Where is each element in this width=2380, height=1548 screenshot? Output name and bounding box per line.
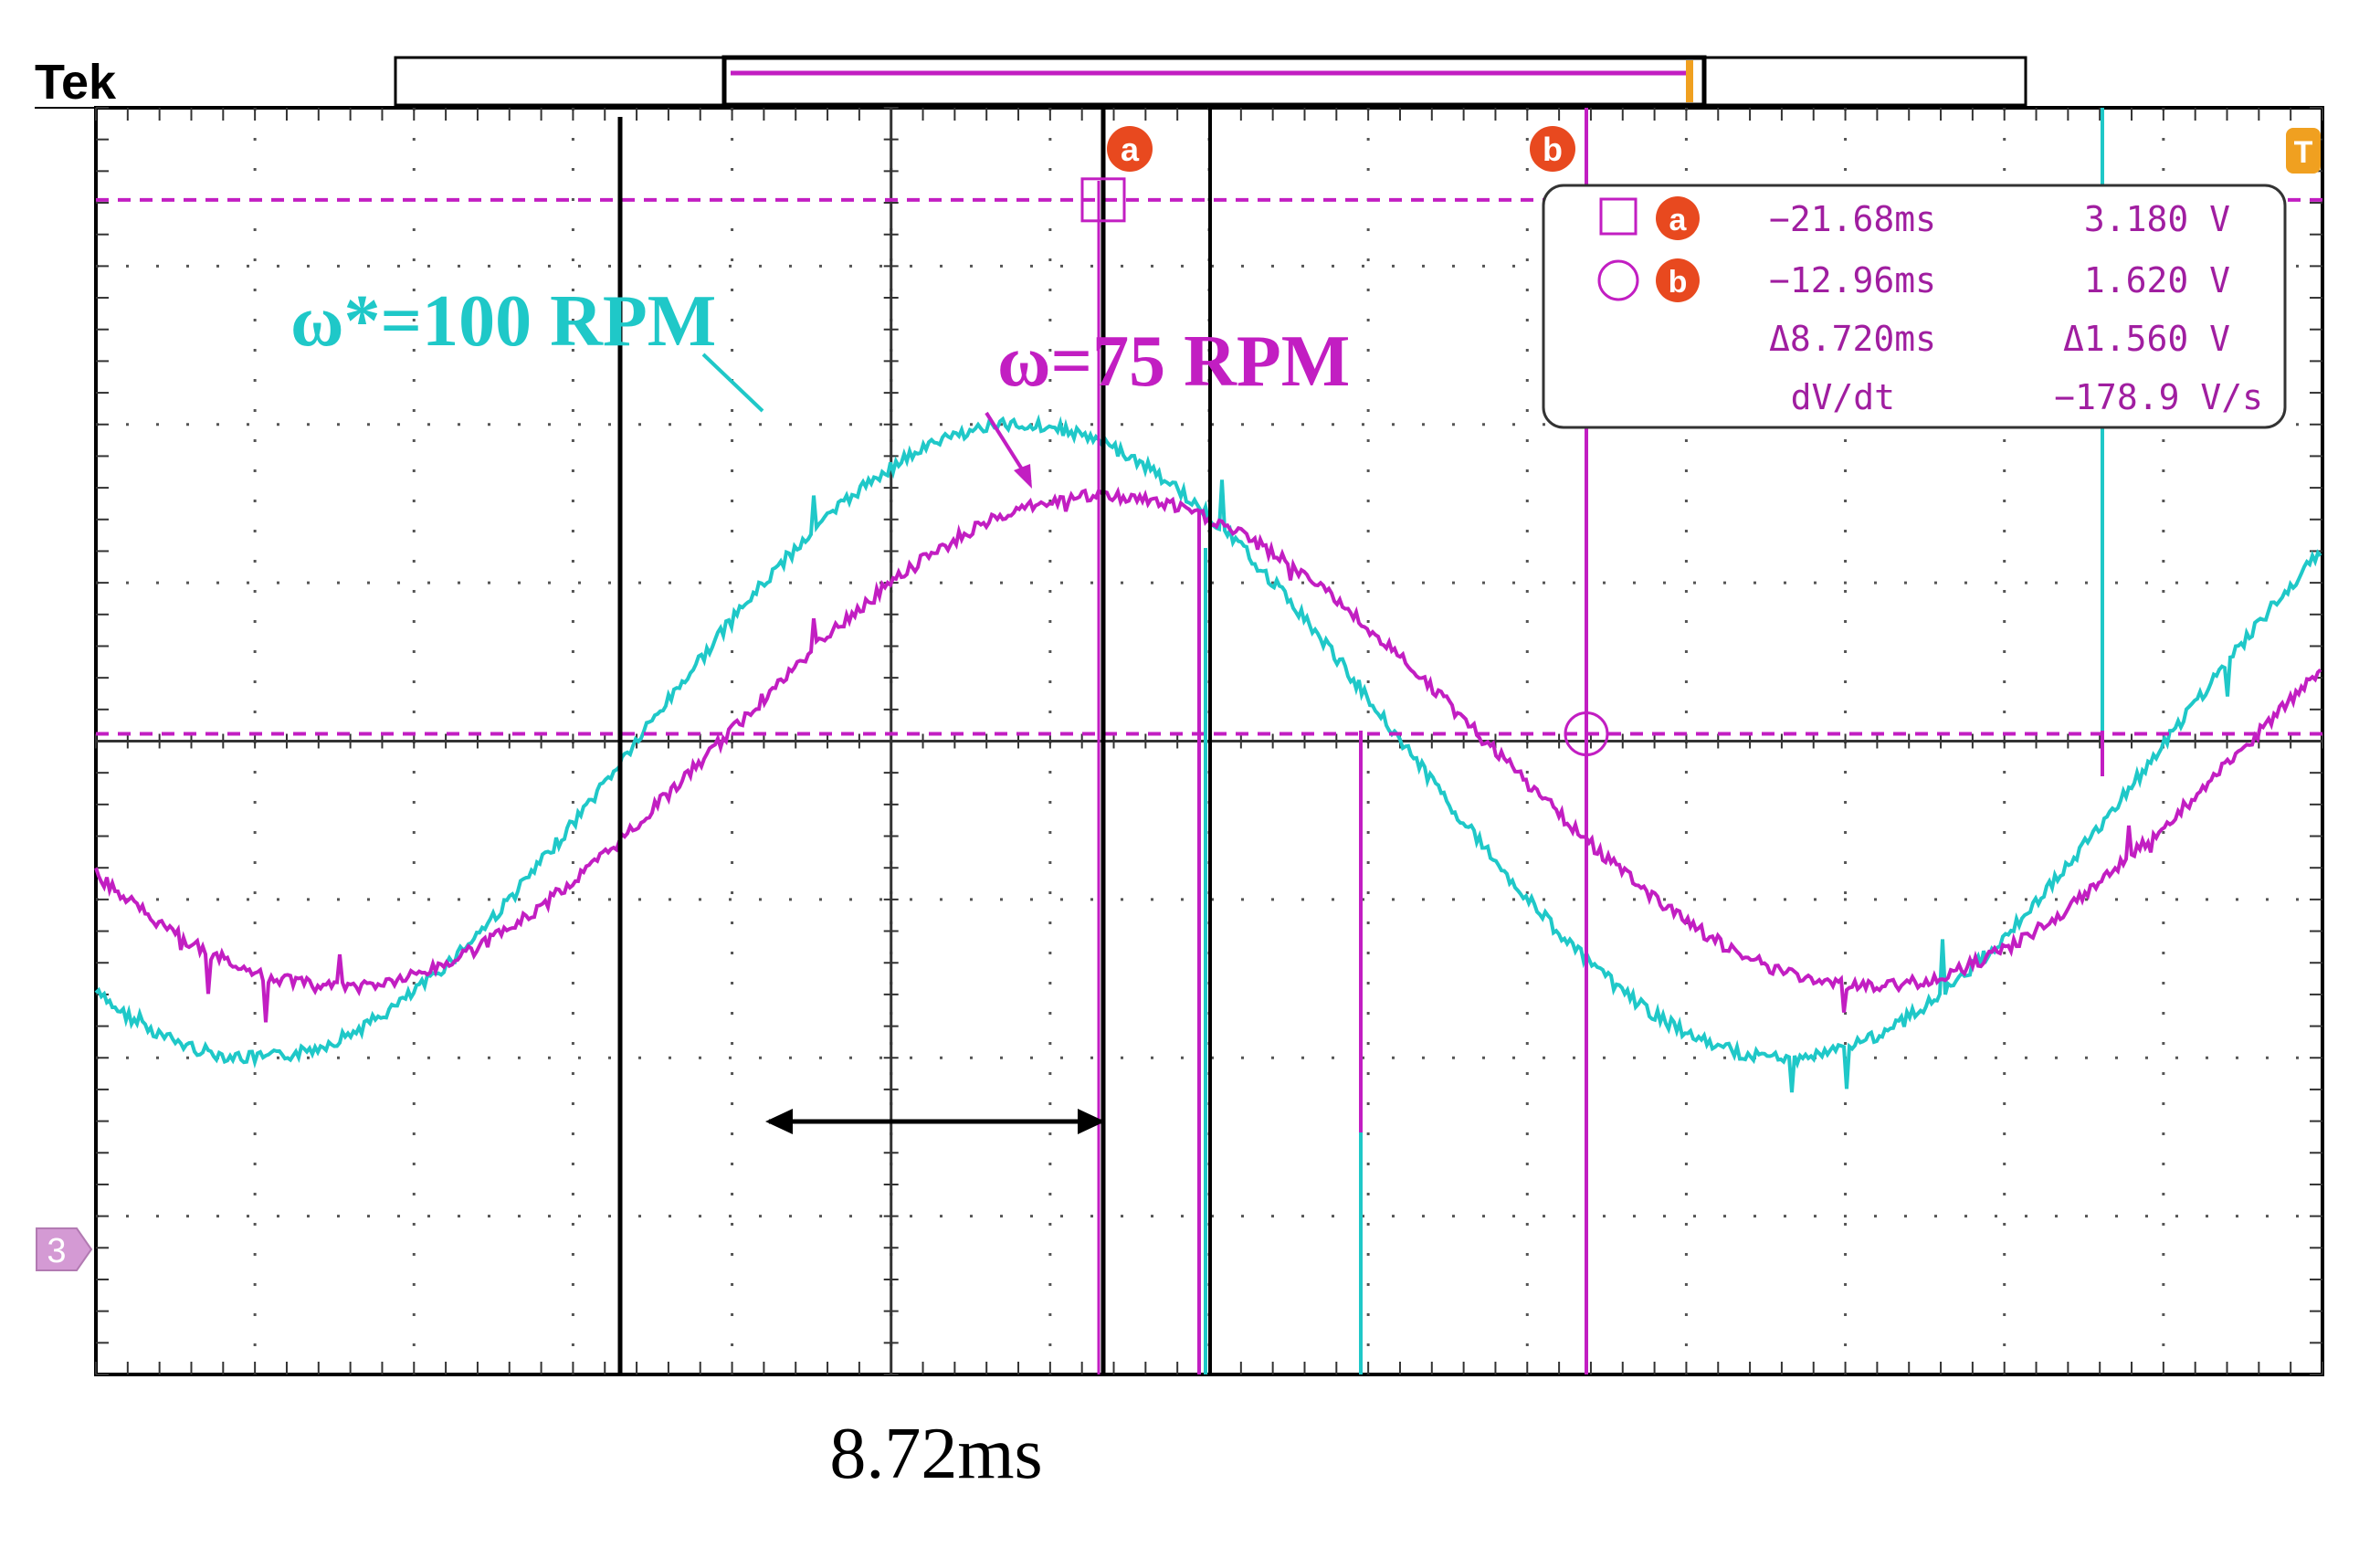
cursor-a-readout-badge-label: a [1669,203,1688,237]
circle-cursor-icon [1597,259,1639,301]
cursor-b-readout-badge [1656,258,1700,302]
readout-a-time: −21.68ms [1769,199,1936,239]
readout-a-volt: 3.180 V [2084,199,2230,239]
interval-label: 8.72ms [829,1414,1042,1494]
readout-delta-volt: Δ1.560 V [2063,319,2230,359]
cursor-readout-box [1542,184,2287,429]
channel-3-label: 3 [47,1232,66,1270]
cursor-b-marker [1564,711,1609,756]
cursor-b-badge-label: b [1543,131,1563,168]
actual-speed-label: ω=75 RPM [997,321,1350,402]
readout-delta-time: Δ8.720ms [1769,319,1936,359]
readout-rate-value: −178.9 V/s [2054,377,2263,417]
readout-rate-label: dV/dt [1791,377,1895,417]
trigger-badge[interactable] [2286,128,2321,174]
ref-speed-label: ω*=100 RPM [290,281,716,362]
actual-speed-arrowhead [1014,464,1032,489]
readout-b-volt: 1.620 V [2084,260,2230,300]
cursor-a-badge[interactable] [1107,126,1153,172]
interval-arrow-left-head [765,1109,793,1134]
cursor-a-marker [1080,177,1126,223]
readout-b-time: −12.96ms [1769,260,1936,300]
interval-arrow-right-head [1078,1109,1105,1134]
cursor-b-readout-badge-label: b [1669,265,1688,300]
record-window [721,55,1707,108]
cursor-b-badge[interactable] [1530,126,1575,172]
ref-speed-leader [701,353,764,413]
cursor-a-badge-label: a [1121,131,1140,168]
cursor-a-readout-badge [1656,196,1700,240]
trigger-badge-label: T [2294,135,2313,170]
square-cursor-icon [1599,197,1638,236]
channel-3-marker[interactable] [36,1227,93,1271]
brand-label: Tek [35,55,117,110]
